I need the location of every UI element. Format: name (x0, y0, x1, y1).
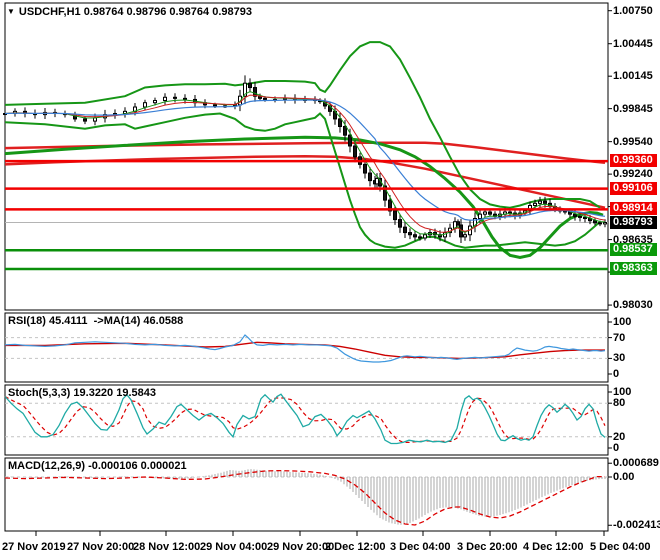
trading-chart-window: ▼ USDCHF,H1 0.98764 0.98796 0.98764 0.987… (0, 0, 660, 560)
chart-canvas[interactable] (0, 0, 660, 560)
